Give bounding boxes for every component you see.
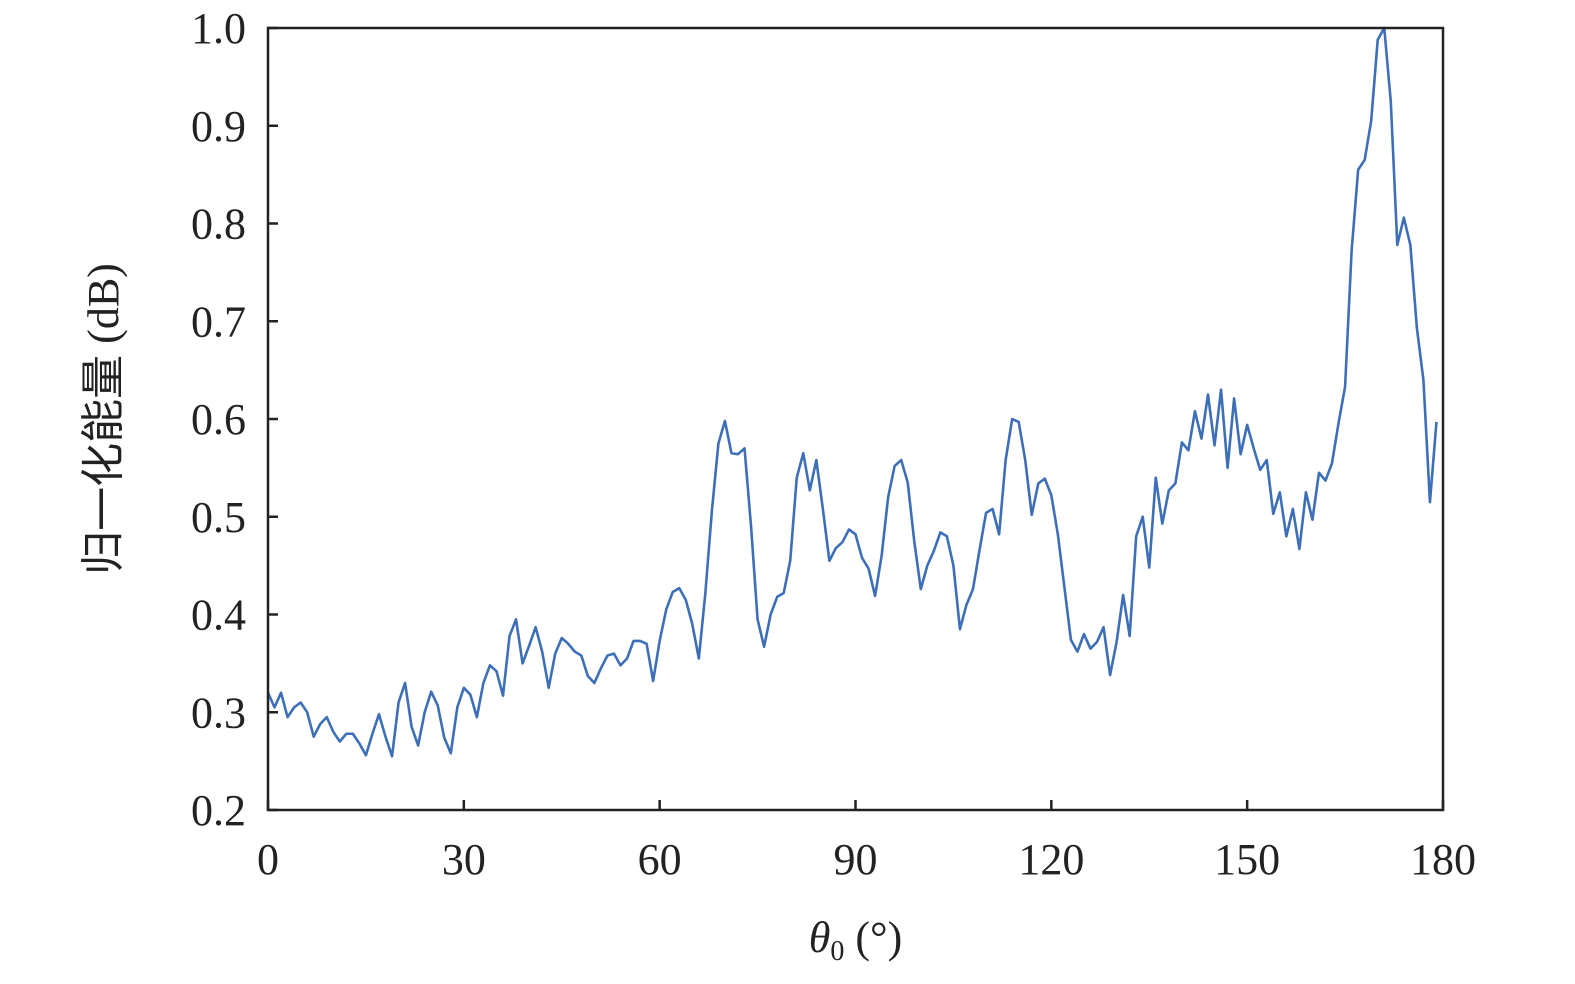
plot-area — [266, 26, 1445, 812]
x-axis: 0 30 60 90 120 150 180 — [257, 800, 1476, 884]
series-line — [266, 26, 1438, 758]
y-axis: 0.2 0.3 0.4 0.5 0.6 0.7 0.8 0.9 1.0 — [191, 4, 278, 835]
y-tick-label: 0.6 — [191, 395, 246, 444]
y-axis-title: 归一化能量 (dB) — [79, 263, 128, 575]
x-axis-title-subscript: 0 — [830, 936, 844, 967]
y-tick-label: 1.0 — [191, 4, 246, 53]
y-tick-label: 0.4 — [191, 591, 246, 640]
y-tick-label: 0.8 — [191, 200, 246, 249]
x-tick-label: 120 — [1018, 835, 1084, 884]
x-axis-title: θ0 (°) — [809, 913, 903, 967]
x-tick-label: 0 — [257, 835, 279, 884]
y-tick-label: 0.2 — [191, 786, 246, 835]
x-tick-label: 30 — [442, 835, 486, 884]
y-tick-label: 0.9 — [191, 102, 246, 151]
y-tick-label: 0.5 — [191, 493, 246, 542]
y-tick-label: 0.3 — [191, 688, 246, 737]
x-tick-label: 150 — [1214, 835, 1280, 884]
x-axis-title-symbol: θ — [809, 913, 831, 962]
plot-frame — [266, 26, 1445, 812]
x-tick-label: 90 — [834, 835, 878, 884]
x-tick-label: 60 — [638, 835, 682, 884]
x-axis-title-unit: (°) — [844, 913, 902, 962]
x-tick-label: 180 — [1410, 835, 1476, 884]
y-tick-label: 0.7 — [191, 297, 246, 346]
